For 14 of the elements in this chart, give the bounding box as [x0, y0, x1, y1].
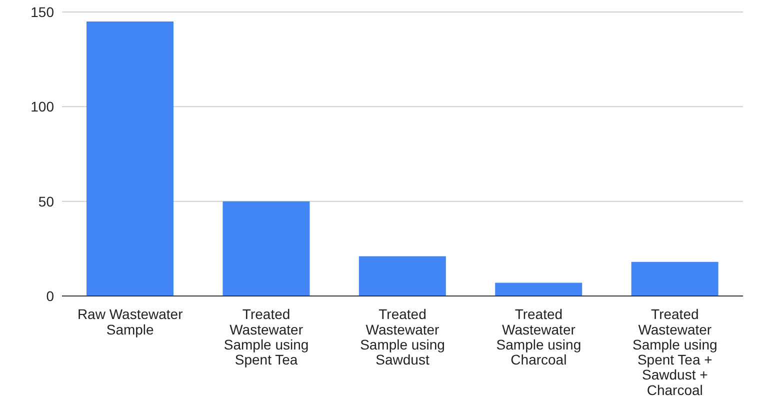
- y-tick-label: 50: [38, 193, 54, 210]
- bar: [358, 256, 446, 296]
- y-tick-label: 150: [30, 4, 54, 20]
- x-tick-label: Treated Wastewater Sample using Charcoal: [496, 306, 582, 368]
- bar: [222, 201, 310, 296]
- x-tick-label: Treated Wastewater Sample using Spent Tea: [224, 306, 309, 368]
- bar: [495, 282, 582, 296]
- y-tick-label: 0: [46, 288, 54, 304]
- y-tick-label: 100: [30, 98, 54, 115]
- bar: [86, 21, 174, 296]
- x-tick-label: Raw Wastewater Sample: [77, 306, 184, 338]
- x-tick-label: Treated Wastewater Sample using Spent Tea + Sawdust + Charcoal: [632, 306, 718, 398]
- bar: [631, 262, 718, 296]
- x-tick-label: Treated Wastewater Sample using Sawdust: [360, 306, 445, 368]
